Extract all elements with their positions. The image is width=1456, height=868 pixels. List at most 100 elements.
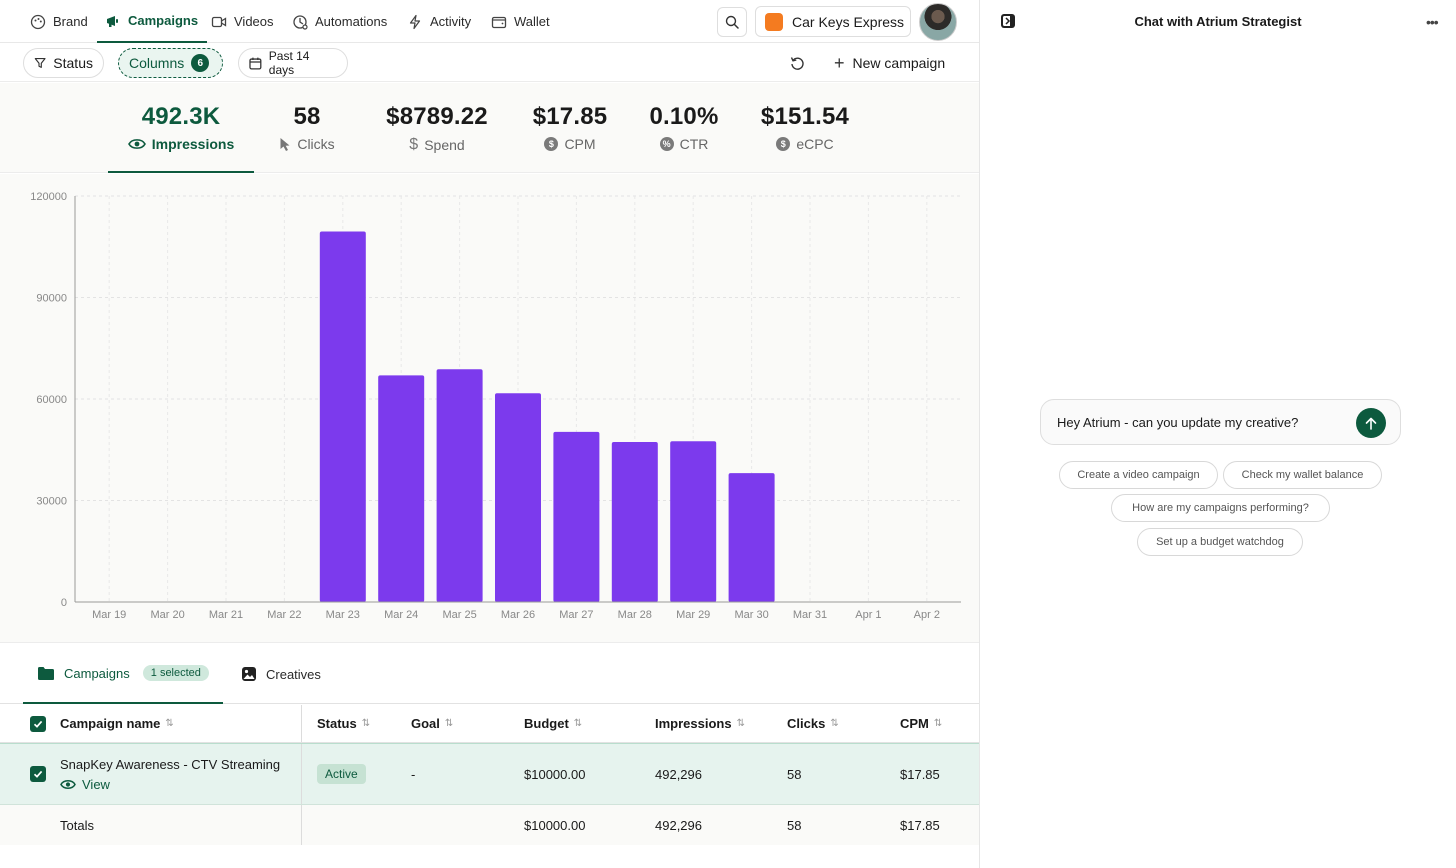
more-options-icon[interactable]: ••• — [1426, 14, 1439, 30]
bar — [553, 431, 600, 602]
brand-logo — [765, 12, 783, 31]
metric-cpm[interactable]: $17.85 $ CPM — [525, 83, 615, 173]
header-label: Clicks — [787, 716, 826, 731]
x-tick-label: Mar 25 — [442, 609, 476, 621]
search-icon — [725, 15, 739, 29]
view-label: View — [82, 776, 110, 792]
totals-row: Totals $10000.00 492,296 58 $17.85 — [0, 805, 979, 845]
campaign-name-cell: SnapKey Awareness - CTV Streaming View — [60, 744, 280, 804]
metric-label: eCPC — [796, 136, 834, 152]
avatar[interactable] — [919, 3, 957, 41]
metric-label: Impressions — [151, 136, 235, 152]
plus-icon: + — [834, 53, 845, 73]
suggestion-chip[interactable]: How are my campaigns performing? — [1111, 494, 1330, 522]
campaign-name[interactable]: SnapKey Awareness - CTV Streaming — [60, 756, 281, 772]
nav-item-activity[interactable]: Activity — [407, 0, 471, 43]
date-range-button[interactable]: Past 14 days — [238, 48, 348, 78]
image-icon — [242, 667, 256, 681]
columns-button[interactable]: Columns 6 — [118, 48, 223, 78]
col-header-cpm[interactable]: CPM ⇅ — [900, 705, 942, 742]
view-link[interactable]: View — [60, 777, 110, 792]
brand-selector[interactable]: Car Keys Express — [755, 6, 911, 37]
x-tick-label: Mar 30 — [734, 609, 768, 621]
nav-item-label: Videos — [234, 14, 274, 29]
check-icon — [33, 770, 43, 778]
y-tick-label: 30000 — [36, 496, 67, 508]
x-tick-label: Mar 26 — [501, 609, 535, 621]
nav-item-videos[interactable]: Videos — [211, 0, 274, 43]
date-range-label: Past 14 days — [268, 49, 310, 77]
y-tick-label: 90000 — [36, 293, 67, 305]
dollar-circle-icon: $ — [544, 137, 559, 151]
col-header-goal[interactable]: Goal ⇅ — [411, 705, 453, 742]
eye-icon — [60, 779, 76, 789]
nav-item-automations[interactable]: Automations — [292, 0, 387, 43]
eye-icon — [127, 139, 146, 149]
x-tick-label: Mar 27 — [559, 609, 593, 621]
nav-item-label: Activity — [430, 14, 472, 29]
automation-icon — [293, 14, 308, 30]
header-label: Campaign name — [60, 716, 161, 731]
video-icon — [211, 16, 227, 27]
bar — [728, 473, 775, 602]
search-button[interactable] — [717, 7, 747, 37]
top-nav: Brand Campaigns Videos Automations Activ… — [0, 0, 979, 43]
clicks-cell: 58 — [787, 766, 802, 782]
col-header-budget[interactable]: Budget ⇅ — [524, 705, 582, 742]
brand-name: Car Keys Express — [792, 13, 905, 30]
metric-label: Clicks — [297, 136, 335, 152]
header-label: Impressions — [655, 716, 732, 731]
suggestion-chip[interactable]: Set up a budget watchdog — [1137, 528, 1303, 556]
bar — [436, 369, 483, 602]
refresh-icon — [790, 57, 804, 70]
metric-spend[interactable]: $8789.22 $ Spend — [374, 83, 500, 173]
cpm-cell: $17.85 — [900, 766, 940, 782]
tab-creatives[interactable]: Creatives — [241, 644, 321, 704]
dollar-icon: $ — [409, 136, 419, 153]
collapse-panel-button[interactable] — [1000, 13, 1016, 34]
nav-item-label: Wallet — [514, 14, 550, 29]
selected-count-badge: 1 selected — [142, 665, 209, 681]
send-button[interactable] — [1356, 408, 1386, 438]
row-checkbox[interactable] — [30, 744, 46, 804]
header-label: Status — [317, 716, 357, 731]
columns-count-badge: 6 — [191, 54, 210, 72]
palette-icon — [30, 14, 46, 29]
nav-item-wallet[interactable]: Wallet — [491, 0, 550, 43]
metric-value: 58 — [293, 103, 321, 130]
chat-title: Chat with Atrium Strategist — [1134, 14, 1302, 29]
metric-ecpc[interactable]: $151.54 $ eCPC — [752, 83, 858, 173]
column-divider — [301, 805, 302, 845]
table-row[interactable]: SnapKey Awareness - CTV Streaming View A… — [0, 743, 979, 805]
metric-ctr[interactable]: 0.10% % CTR — [638, 83, 730, 173]
suggestion-chip[interactable]: Check my wallet balance — [1223, 461, 1382, 489]
status-filter-button[interactable]: Status — [23, 48, 104, 78]
metric-impressions[interactable]: 492.3K Impressions — [108, 83, 254, 173]
col-header-name[interactable]: Campaign name ⇅ — [60, 705, 174, 742]
suggestion-chip[interactable]: Create a video campaign — [1059, 461, 1218, 489]
new-campaign-button[interactable]: + New campaign — [834, 54, 945, 72]
nav-item-label: Automations — [315, 14, 388, 29]
tab-campaigns[interactable]: Campaigns 1 selected — [23, 644, 223, 704]
nav-item-brand[interactable]: Brand — [30, 0, 88, 43]
sort-icon: ⇅ — [736, 718, 745, 729]
x-tick-label: Mar 23 — [326, 609, 360, 621]
col-header-impressions[interactable]: Impressions ⇅ — [655, 705, 745, 742]
nav-item-campaigns[interactable]: Campaigns — [97, 0, 208, 43]
filter-icon — [34, 58, 46, 68]
sort-icon: ⇅ — [444, 718, 454, 729]
select-all-checkbox[interactable] — [30, 705, 46, 742]
sidebar-collapse-icon — [1001, 14, 1015, 28]
col-header-clicks[interactable]: Clicks ⇅ — [787, 705, 839, 742]
column-divider — [301, 744, 302, 804]
status-filter-label: Status — [53, 55, 93, 71]
refresh-button[interactable] — [790, 56, 805, 76]
lightning-icon — [409, 14, 421, 29]
metric-clicks[interactable]: 58 Clicks — [262, 83, 352, 173]
metric-value: 492.3K — [141, 103, 221, 130]
col-header-status[interactable]: Status ⇅ — [317, 705, 370, 742]
x-tick-label: Apr 2 — [914, 609, 940, 621]
chat-input[interactable]: Hey Atrium - can you update my creative? — [1040, 399, 1401, 445]
x-tick-label: Mar 21 — [209, 609, 243, 621]
x-tick-label: Apr 1 — [855, 609, 881, 621]
